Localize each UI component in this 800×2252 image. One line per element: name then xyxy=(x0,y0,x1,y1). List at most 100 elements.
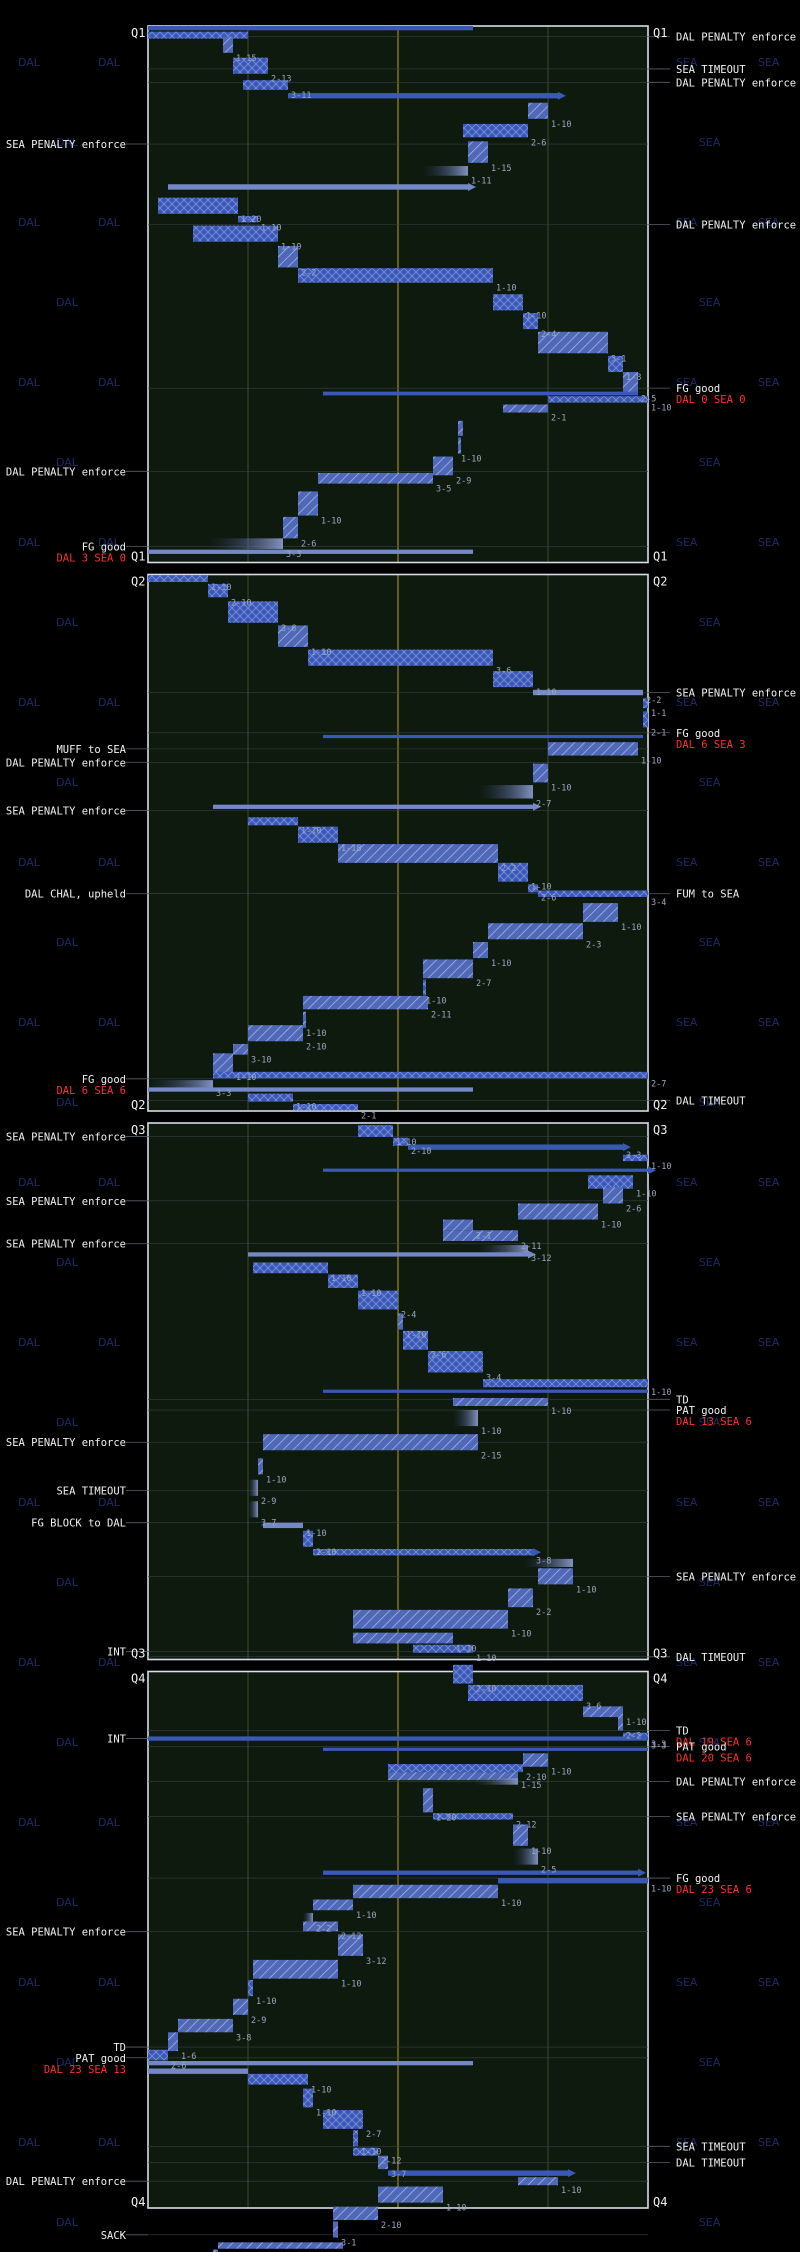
play-bar xyxy=(253,1262,328,1274)
play-down-distance: 2-10 xyxy=(231,598,251,608)
play-down-distance: 2-6 xyxy=(541,893,556,903)
play-down-distance: 2-11 xyxy=(521,1242,541,1252)
play-bar xyxy=(228,601,278,623)
play-down-distance: 1-11 xyxy=(471,177,491,187)
watermark-sea: SEA xyxy=(676,1016,698,1029)
score-label: DAL 23 SEA 6 xyxy=(676,1884,752,1896)
score-label: DAL 13 SEA 6 xyxy=(676,1416,752,1428)
play-down-distance: 1-10 xyxy=(311,2086,331,2096)
play-bar xyxy=(148,549,473,554)
watermark-dal: DAL xyxy=(18,856,41,869)
play-bar xyxy=(528,102,548,119)
play-down-distance: 1-10 xyxy=(491,959,511,969)
play-down-distance: 3-6 xyxy=(281,624,296,634)
quarter-border-Q2 xyxy=(147,573,649,1112)
annotation-label: MUFF to SEA xyxy=(56,744,126,756)
play-down-distance: 1-10 xyxy=(531,883,551,893)
watermark-sea: SEA xyxy=(758,1336,780,1349)
watermark-sea: SEA xyxy=(758,536,780,549)
play-down-distance: 1-10 xyxy=(426,997,446,1007)
play-bar xyxy=(323,391,638,396)
annotation-label: SEA PENALTY enforce xyxy=(6,1927,126,1939)
annotation-label: INT xyxy=(107,1646,127,1658)
play-bar xyxy=(623,372,638,394)
annotation-label: DAL PENALTY enforce xyxy=(6,466,126,478)
watermark-sea: SEA xyxy=(758,696,780,709)
play-down-distance: 2-6 xyxy=(531,138,546,148)
play-down-distance: 3-5 xyxy=(436,485,451,495)
play-down-distance: 3-1 xyxy=(611,354,626,364)
watermark-dal: DAL xyxy=(18,536,41,549)
play-bar xyxy=(248,1979,253,1997)
play-down-distance: 1-10 xyxy=(551,783,571,793)
score-label: DAL 6 SEA 3 xyxy=(676,739,746,751)
play-down-distance: 1-19 xyxy=(281,243,301,253)
play-bar xyxy=(223,36,233,53)
play-down-distance: 1-20 xyxy=(241,215,261,225)
watermark-dal: DAL xyxy=(18,1496,41,1509)
play-down-distance: 2-12 xyxy=(516,1821,536,1831)
play-bar xyxy=(323,1747,648,1751)
play-bar xyxy=(323,2110,363,2129)
play-down-distance: 3-3 xyxy=(286,550,301,560)
play-bar xyxy=(298,491,318,516)
play-bar xyxy=(473,1778,518,1785)
play-bar xyxy=(403,1330,428,1350)
play-down-distance: 1-10 xyxy=(621,923,641,933)
quarter-label: Q4 xyxy=(653,2195,667,2209)
play-down-distance: 3-3 xyxy=(651,1740,666,1750)
play-bar xyxy=(583,1706,623,1718)
annotation-label: SEA PENALTY enforce xyxy=(6,806,126,818)
play-down-distance: 1-10 xyxy=(651,1162,671,1172)
watermark-sea: SEA xyxy=(676,856,698,869)
watermark-sea: SEA xyxy=(699,936,721,949)
annotation-label: TD xyxy=(113,2042,126,2054)
annotation-label: SEA TIMEOUT xyxy=(676,2141,746,2153)
annotation-label: DAL PENALTY enforce xyxy=(6,757,126,769)
play-down-distance: 1-10 xyxy=(576,1585,596,1595)
play-bar xyxy=(303,1011,306,1028)
play-down-distance: 2-10 xyxy=(411,1147,431,1157)
watermark-dal: DAL xyxy=(98,536,121,549)
watermark-sea: SEA xyxy=(699,1256,721,1269)
play-down-distance: 1-10 xyxy=(341,1980,361,1990)
play-bar xyxy=(453,1397,548,1407)
play-down-distance: 1-10 xyxy=(526,311,546,321)
watermark-dal: DAL xyxy=(98,1816,121,1829)
watermark-dal: DAL xyxy=(98,856,121,869)
play-down-distance: 2-6 xyxy=(171,2061,186,2071)
play-bar xyxy=(323,1168,648,1172)
watermark-sea: SEA xyxy=(758,856,780,869)
play-down-distance: 1-10 xyxy=(306,1029,326,1039)
play-down-distance: 1-10 xyxy=(316,2108,336,2118)
watermark-sea: SEA xyxy=(699,1576,721,1589)
play-down-distance: 1-6 xyxy=(181,2052,196,2062)
play-bar xyxy=(233,1998,248,2015)
annotation-label: FUM to SEA xyxy=(676,889,740,901)
play-bar xyxy=(503,404,548,413)
watermark-sea: SEA xyxy=(758,1016,780,1029)
watermark-dal: DAL xyxy=(98,376,121,389)
play-down-distance: 2-7 xyxy=(366,2130,381,2140)
annotation-label: SEA PENALTY enforce xyxy=(6,139,126,151)
play-down-distance: 1-10 xyxy=(446,2204,466,2214)
play-arrow xyxy=(638,1868,646,1877)
play-arrow xyxy=(528,1250,536,1259)
play-bar xyxy=(303,2088,313,2108)
annotation-label: SEA TIMEOUT xyxy=(676,64,746,76)
annotation-label: SEA PENALTY enforce xyxy=(676,1811,796,1823)
play-down-distance: 1-10 xyxy=(361,2147,381,2157)
quarter-label: Q3 xyxy=(653,1123,667,1137)
score-label: DAL 3 SEA 0 xyxy=(56,552,126,564)
watermark-sea: SEA xyxy=(676,536,698,549)
play-bar xyxy=(423,1788,433,1813)
play-down-distance: 2-11 xyxy=(431,1010,451,1020)
play-bar xyxy=(168,184,468,190)
watermark-sea: SEA xyxy=(676,1816,698,1829)
play-down-distance: 1-10 xyxy=(601,1221,621,1231)
play-bar xyxy=(323,1870,638,1875)
play-down-distance: 2-12 xyxy=(341,1932,361,1942)
play-bar xyxy=(643,698,648,709)
play-down-distance: 2-6 xyxy=(626,1204,641,1214)
play-down-distance: 1-10 xyxy=(551,1768,571,1778)
